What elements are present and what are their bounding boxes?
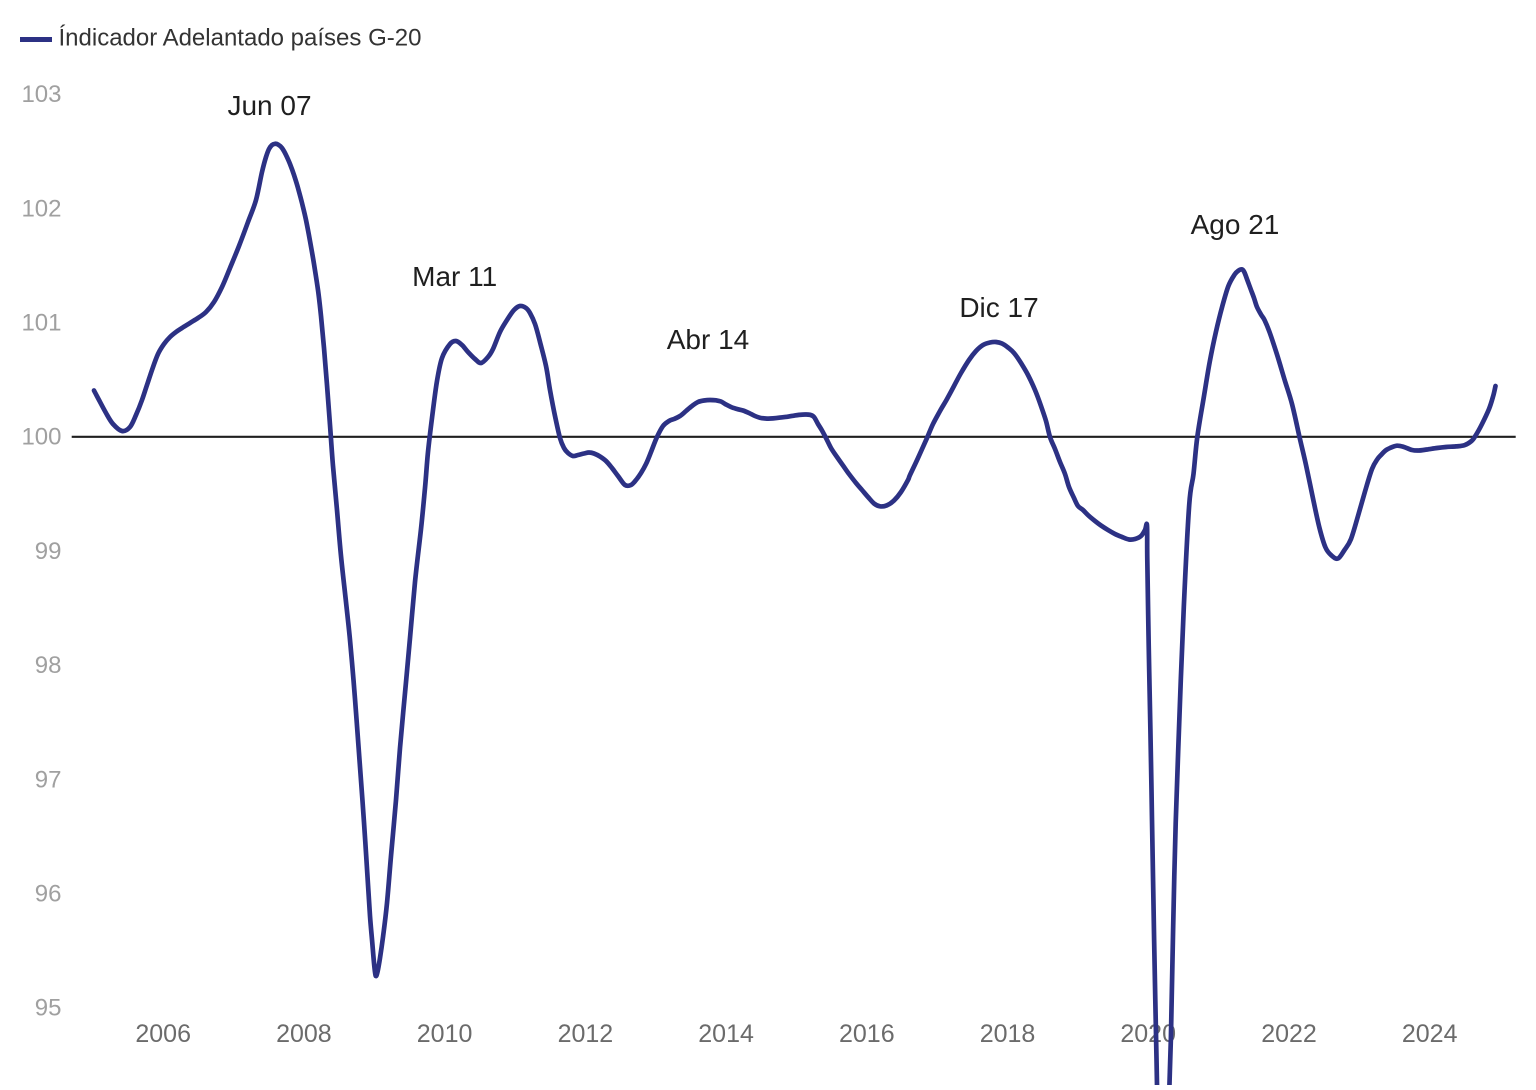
svg-text:2010: 2010 [417, 1020, 473, 1048]
svg-text:95: 95 [35, 995, 62, 1022]
svg-text:2022: 2022 [1261, 1020, 1317, 1048]
svg-text:101: 101 [21, 310, 61, 337]
svg-text:Dic 17: Dic 17 [959, 292, 1038, 323]
svg-text:Abr 14: Abr 14 [667, 324, 750, 355]
svg-text:Mar 11: Mar 11 [412, 261, 497, 292]
svg-text:Jun 07: Jun 07 [227, 90, 311, 121]
svg-text:2006: 2006 [135, 1020, 191, 1048]
svg-text:2014: 2014 [698, 1020, 754, 1048]
svg-text:96: 96 [35, 881, 62, 908]
svg-text:103: 103 [21, 81, 61, 108]
svg-text:99: 99 [35, 538, 62, 565]
svg-text:2016: 2016 [839, 1020, 895, 1048]
svg-text:Ago 21: Ago 21 [1191, 209, 1280, 240]
svg-text:Índicador Adelantado países G-: Índicador Adelantado países G-20 [59, 25, 422, 52]
svg-text:97: 97 [35, 766, 62, 793]
svg-text:2018: 2018 [980, 1020, 1036, 1048]
svg-text:98: 98 [35, 652, 62, 679]
svg-text:2024: 2024 [1402, 1020, 1458, 1048]
svg-text:2020: 2020 [1120, 1020, 1176, 1048]
svg-text:100: 100 [21, 424, 61, 451]
svg-text:2008: 2008 [276, 1020, 332, 1048]
svg-text:2012: 2012 [558, 1020, 614, 1048]
svg-text:102: 102 [21, 195, 61, 222]
